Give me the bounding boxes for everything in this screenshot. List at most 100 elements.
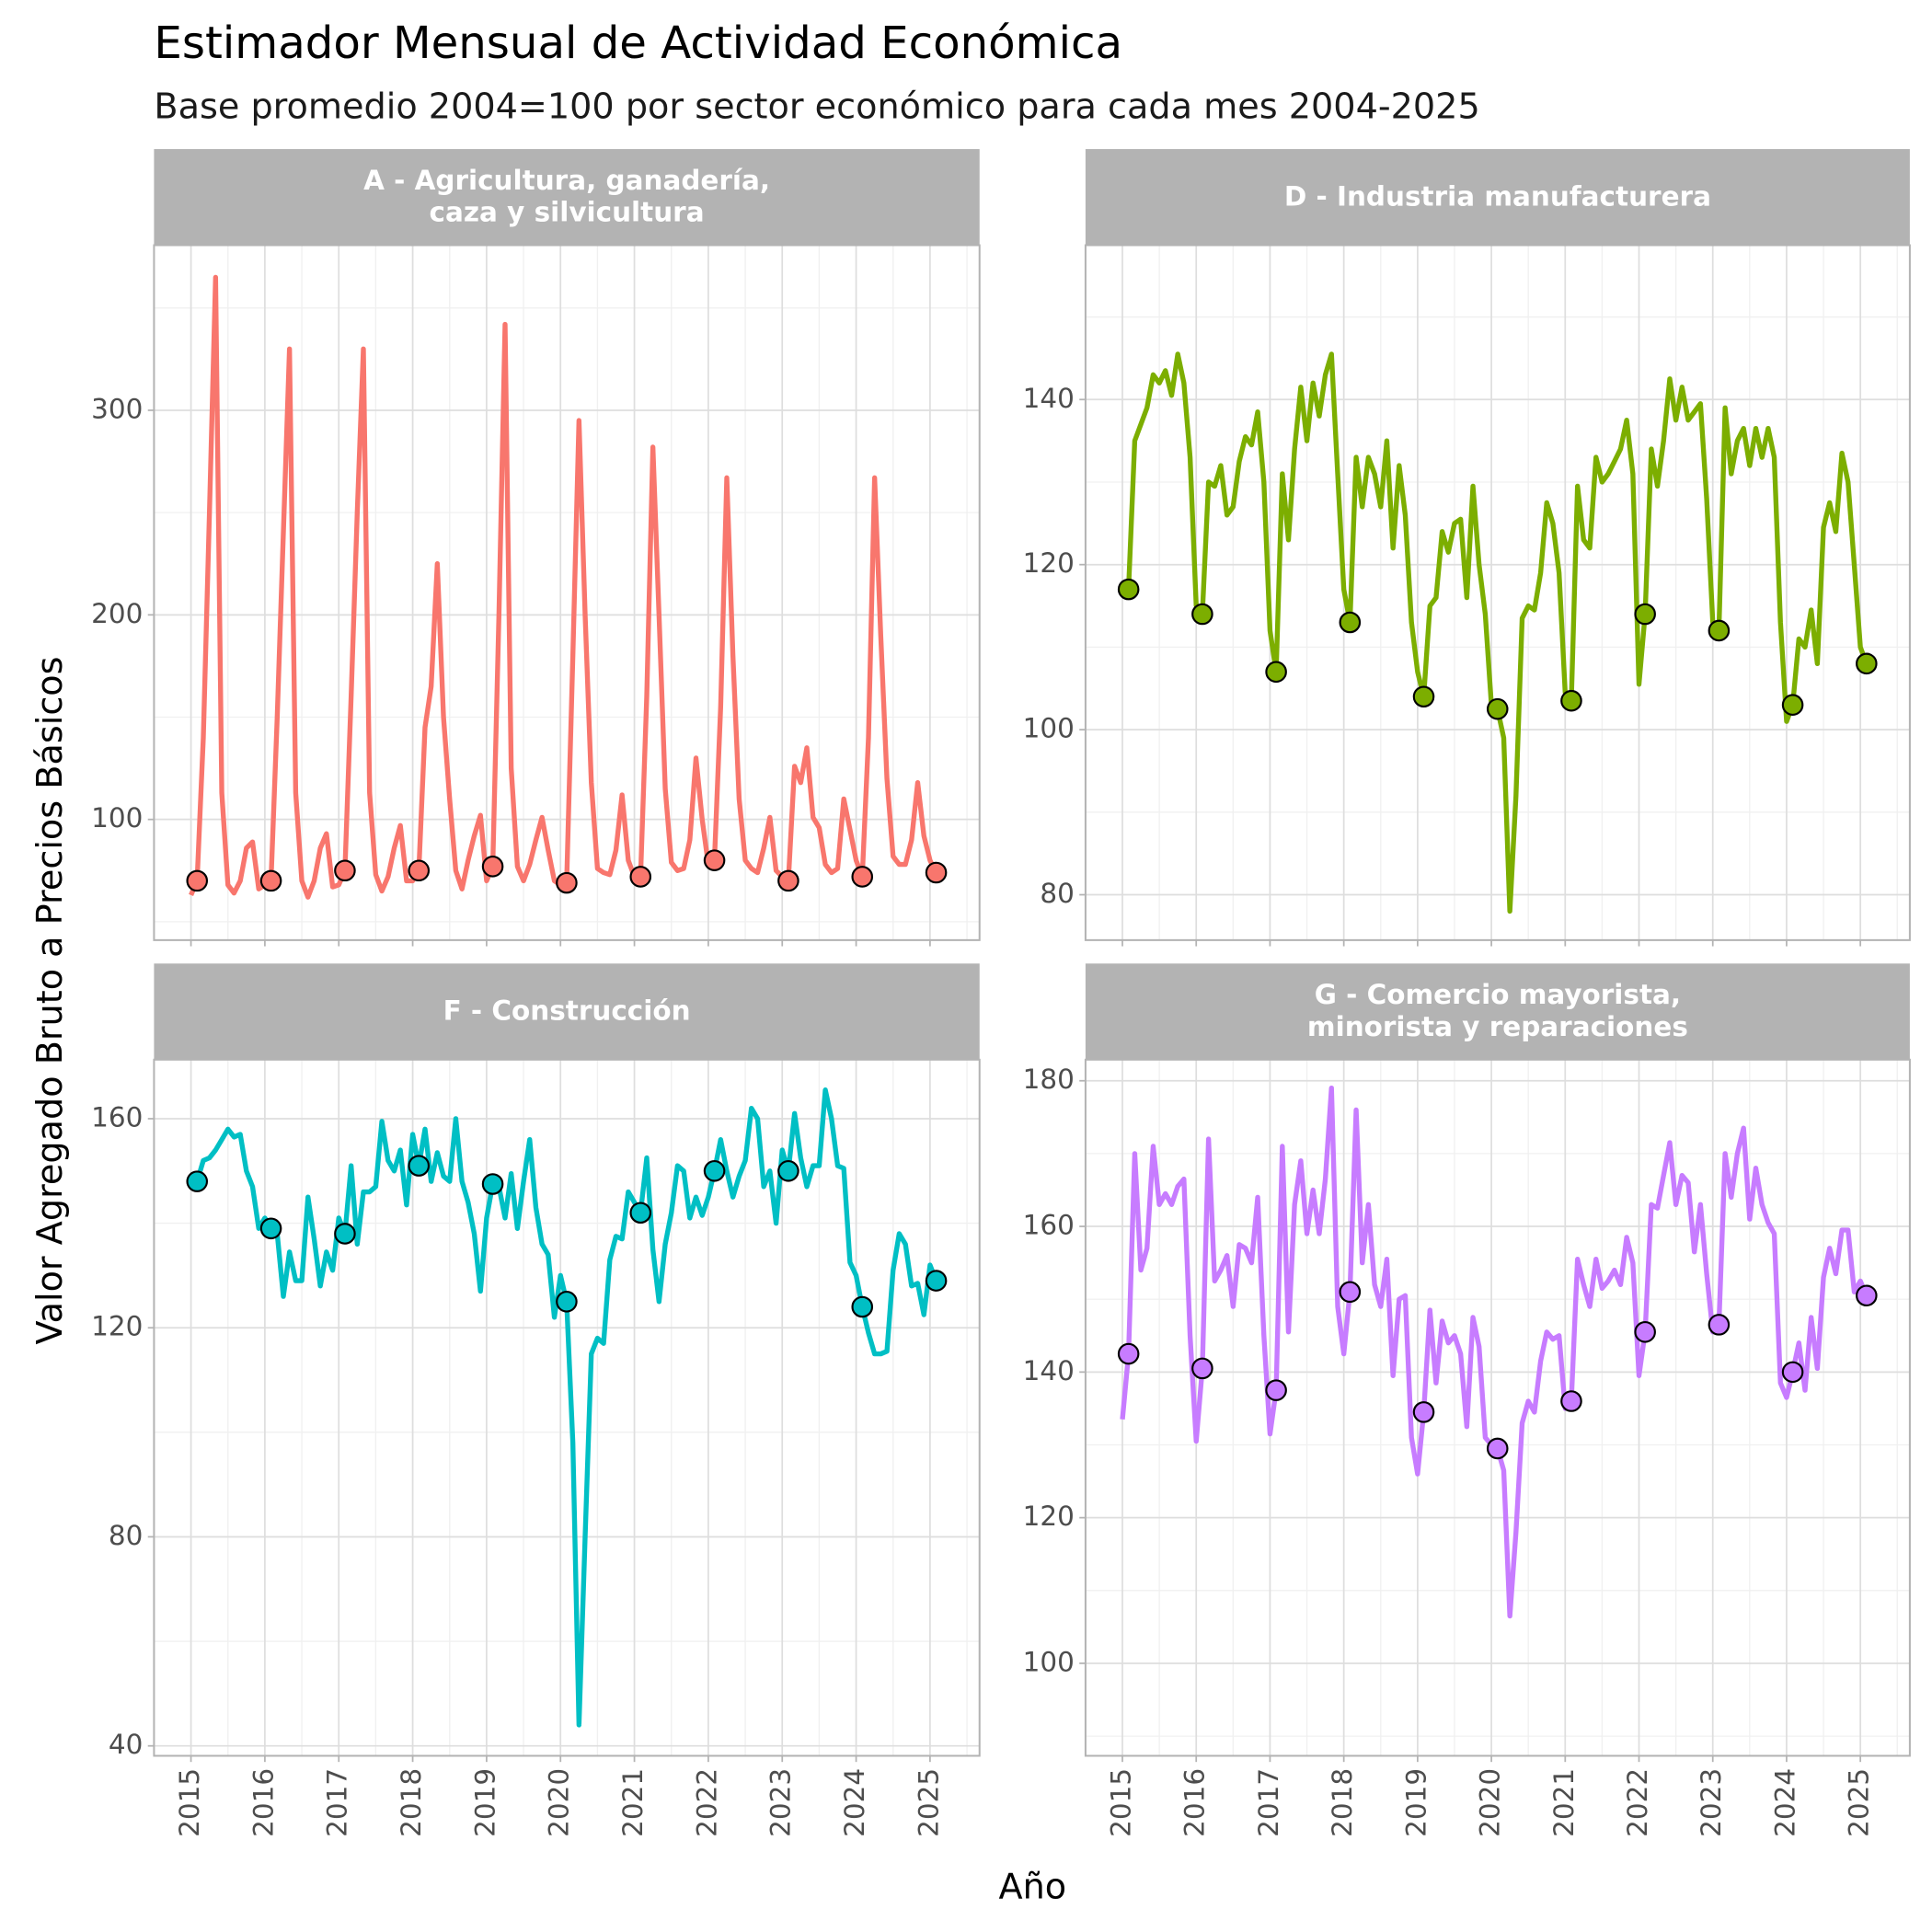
point-marker [703,849,726,871]
point-marker [1191,603,1213,626]
point-marker [1412,1401,1435,1423]
point-marker [1486,697,1509,720]
x-tick-label: 2025 [913,1768,944,1837]
x-tick-label: 2015 [1106,1768,1137,1837]
point-marker [1560,1390,1582,1412]
point-marker [703,1160,726,1182]
panel-border [153,1058,981,1757]
y-tick-label: 140 [1023,383,1075,414]
facet-title-line: D - Industria manufacturera [1284,180,1711,212]
y-tick-label: 80 [1040,878,1074,909]
x-axis-title: Año [999,1867,1067,1907]
y-tick-label: 200 [91,598,143,629]
x-tick-label: 2025 [1844,1768,1875,1837]
point-marker [259,1217,282,1240]
y-tick-label: 100 [1023,713,1075,744]
series-line [190,1087,939,1728]
point-marker [1412,685,1435,708]
point-marker [481,1173,504,1195]
panel-border [1084,244,1911,941]
x-tick-label: 2021 [1548,1768,1580,1837]
point-marker [1708,619,1731,642]
facet-title-line: minorista y reparaciones [1307,1010,1688,1041]
x-tick-label: 2018 [396,1768,427,1837]
point-marker [925,861,948,884]
facet-title-line: A - Agricultura, ganadería, [363,164,770,195]
point-marker [408,1155,431,1177]
point-marker [1634,603,1656,626]
panel-border [1084,1058,1911,1757]
point-marker [1781,1361,1804,1384]
point-marker [259,869,282,892]
point-marker [925,1270,948,1292]
y-tick-label: 40 [109,1729,143,1760]
y-tick-label: 160 [1023,1210,1075,1241]
point-marker [1856,1284,1878,1307]
x-tick-label: 2021 [617,1768,649,1837]
point-marker [556,871,578,894]
point-marker [334,1223,356,1245]
x-tick-label: 2019 [1400,1768,1432,1837]
point-marker [777,1160,799,1182]
facet-title: D - Industria manufacturera [1284,180,1711,212]
facet-strip [1085,963,1910,1060]
facet-title-line: F - Construcción [443,995,691,1026]
point-marker [334,859,356,882]
point-marker [1781,694,1804,716]
point-marker [851,866,874,888]
x-tick-label: 2016 [1179,1768,1211,1837]
y-tick-label: 160 [91,1101,143,1133]
y-tick-label: 300 [91,393,143,424]
point-marker [777,869,799,892]
y-tick-label: 80 [109,1520,143,1551]
facet-title-line: G - Comercio mayorista, [1315,979,1681,1010]
x-tick-label: 2024 [839,1768,870,1837]
y-tick-label: 100 [91,802,143,834]
point-marker [851,1295,874,1318]
x-tick-label: 2018 [1327,1768,1358,1837]
chart-subtitle: Base promedio 2004=100 por sector económ… [154,86,1479,127]
x-tick-label: 2022 [691,1768,722,1837]
y-tick-label: 100 [1023,1646,1075,1677]
point-marker [1265,661,1287,684]
chart-title: Estimador Mensual de Actividad Económica [154,17,1122,69]
point-marker [1560,689,1582,712]
x-tick-label: 2023 [765,1768,797,1837]
point-marker [556,1291,578,1313]
point-marker [1856,652,1878,675]
facet-title-line: caza y silvicultura [430,196,705,227]
x-tick-label: 2023 [1696,1768,1727,1837]
point-marker [1265,1379,1287,1401]
point-marker [186,1170,209,1192]
x-tick-label: 2022 [1622,1768,1653,1837]
x-tick-label: 2017 [1253,1768,1284,1837]
facet-strip [1085,149,1910,246]
panel-border [153,244,981,941]
point-marker [1117,578,1140,601]
y-tick-label: 180 [1023,1064,1075,1095]
point-marker [1191,1357,1213,1380]
point-marker [481,856,504,878]
y-tick-label: 120 [91,1311,143,1342]
x-tick-label: 2016 [247,1768,279,1837]
point-marker [1339,611,1362,634]
y-tick-label: 140 [1023,1355,1075,1386]
facet-title: A - Agricultura, ganadería, caza y silvic… [363,164,770,227]
point-marker [1708,1314,1731,1336]
point-marker [1634,1321,1656,1343]
facet-strip [154,963,980,1060]
facet-strip [154,149,980,246]
facet-title: F - Construcción [443,995,691,1026]
x-tick-label: 2020 [544,1768,575,1837]
x-tick-label: 2019 [469,1768,500,1837]
point-marker [186,869,209,892]
point-marker [1117,1342,1140,1365]
point-marker [1339,1281,1362,1304]
x-tick-label: 2020 [1475,1768,1506,1837]
x-tick-label: 2024 [1769,1768,1800,1837]
point-marker [408,859,431,882]
point-marker [629,1202,652,1225]
facet-title: G - Comercio mayorista, minorista y repar… [1307,979,1688,1042]
x-tick-label: 2015 [174,1768,205,1837]
